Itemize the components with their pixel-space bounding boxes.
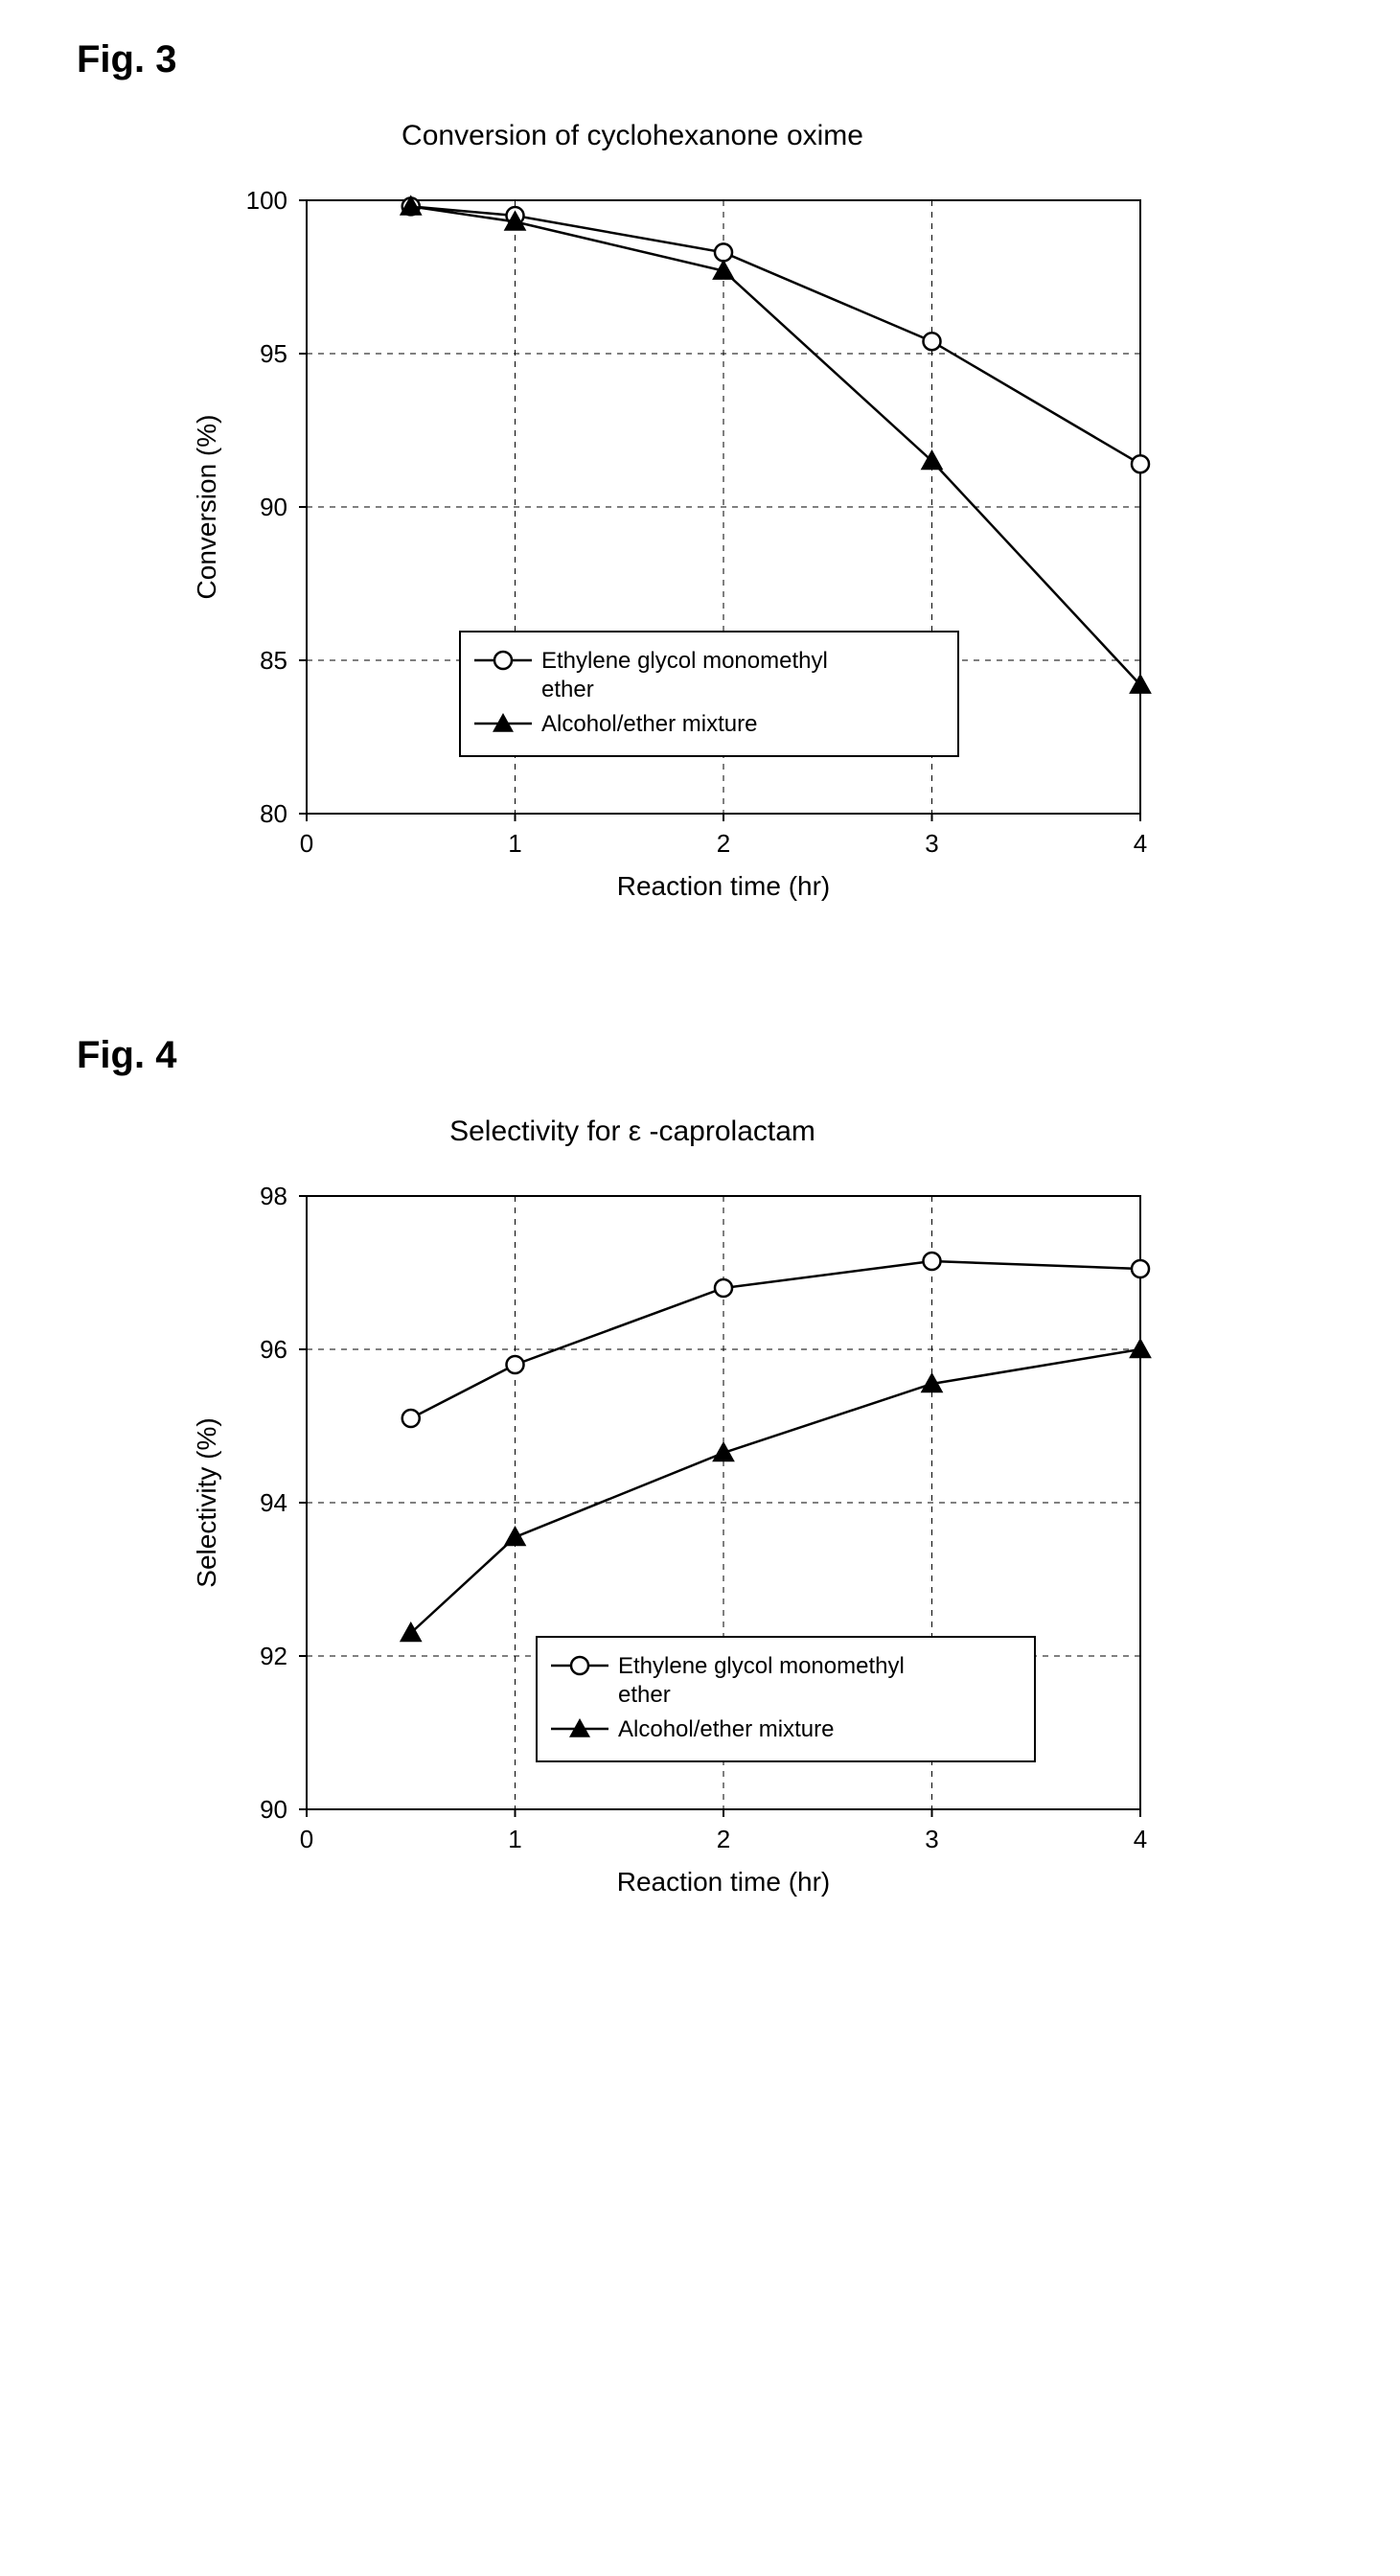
svg-text:3: 3 (925, 1825, 938, 1853)
svg-text:90: 90 (260, 493, 287, 521)
svg-text:1: 1 (508, 1825, 521, 1853)
figure-4: Fig. 4 Selectivity for ε -caprolactam 0 1… (57, 1034, 1343, 1915)
svg-text:Alcohol/ether mixture: Alcohol/ether mixture (541, 711, 757, 737)
svg-text:3: 3 (925, 829, 938, 858)
svg-text:2: 2 (717, 829, 730, 858)
svg-text:80: 80 (260, 799, 287, 828)
svg-text:94: 94 (260, 1488, 287, 1517)
figure-3: Fig. 3 Conversion of cyclohexanone oxime… (57, 38, 1343, 919)
svg-text:Reaction time (hr): Reaction time (hr) (617, 1867, 831, 1897)
svg-text:98: 98 (260, 1182, 287, 1210)
svg-text:95: 95 (260, 339, 287, 368)
svg-text:ether: ether (541, 677, 594, 702)
svg-text:2: 2 (717, 1825, 730, 1853)
svg-text:85: 85 (260, 646, 287, 675)
svg-text:Ethylene glycol monomethyl: Ethylene glycol monomethyl (541, 648, 828, 674)
svg-text:100: 100 (246, 186, 287, 215)
fig4-title: Selectivity for ε -caprolactam (201, 1116, 1064, 1148)
fig3-title: Conversion of cyclohexanone oxime (201, 120, 1064, 152)
svg-text:Alcohol/ether mixture: Alcohol/ether mixture (618, 1716, 834, 1742)
svg-text:1: 1 (508, 829, 521, 858)
svg-text:0: 0 (300, 1825, 313, 1853)
svg-text:90: 90 (260, 1795, 287, 1824)
svg-text:ether: ether (618, 1682, 671, 1708)
svg-text:0: 0 (300, 829, 313, 858)
svg-text:92: 92 (260, 1642, 287, 1670)
fig4-chart: 0 1 2 3 4 90 92 94 96 98 Reaction time (hr) Selecti… (172, 1167, 1343, 1915)
svg-text:Selectivity (%): Selectivity (%) (192, 1417, 221, 1587)
svg-text:Reaction time (hr): Reaction time (hr) (617, 871, 831, 901)
svg-text:Conversion (%): Conversion (%) (192, 415, 221, 600)
svg-text:4: 4 (1134, 1825, 1147, 1853)
svg-text:96: 96 (260, 1335, 287, 1364)
svg-text:Ethylene glycol monomethyl: Ethylene glycol monomethyl (618, 1653, 905, 1679)
fig3-label: Fig. 3 (77, 38, 1343, 81)
fig3-chart: 0 1 2 3 4 80 85 90 95 100 Reaction time (hr) Conver… (172, 172, 1343, 919)
svg-text:4: 4 (1134, 829, 1147, 858)
fig4-label: Fig. 4 (77, 1034, 1343, 1077)
